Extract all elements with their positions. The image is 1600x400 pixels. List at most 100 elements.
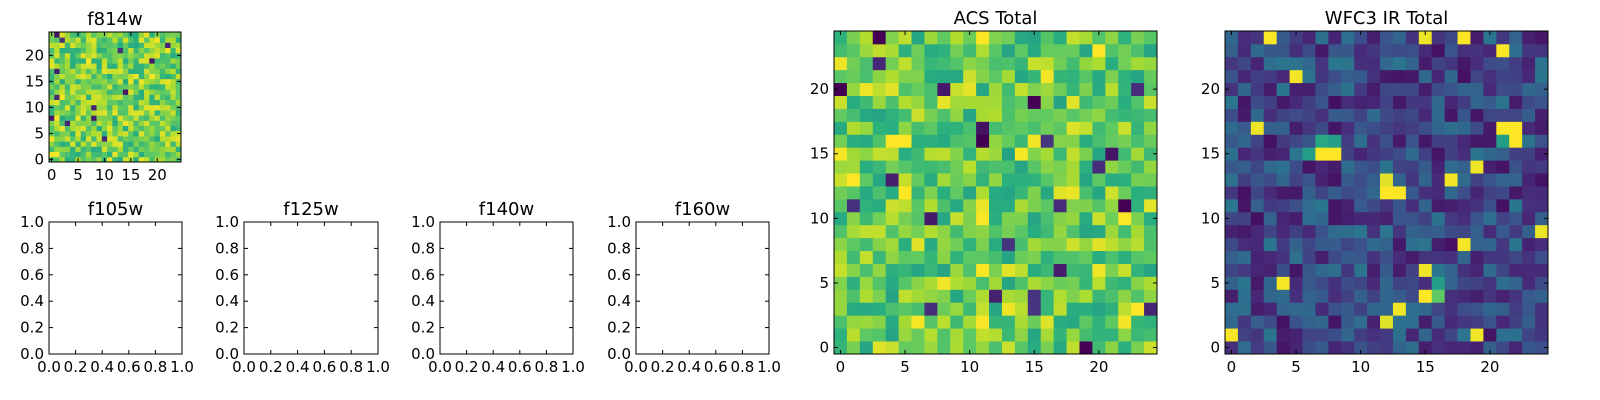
heatmap-cell (1302, 263, 1316, 277)
heatmap-cell (91, 125, 97, 132)
heatmap-cell (1302, 198, 1316, 213)
heatmap-cell (1470, 95, 1484, 109)
heatmap-cell (117, 73, 124, 80)
heatmap-cell (1040, 95, 1055, 109)
heatmap-cell (1250, 160, 1265, 174)
heatmap-cell (144, 42, 150, 48)
heatmap-cell (1418, 173, 1433, 187)
heatmap-cell (101, 47, 108, 54)
heatmap-cell (937, 276, 951, 290)
heatmap-cell (91, 151, 97, 158)
heatmap-cell (1225, 237, 1239, 252)
heatmap-cell (117, 68, 124, 74)
heatmap-cell (101, 94, 108, 100)
heatmap-cell (1118, 250, 1132, 264)
heatmap-cell (1470, 134, 1484, 148)
heatmap-cell (976, 134, 990, 148)
heatmap-cell (1079, 108, 1093, 122)
heatmap-cell (1092, 315, 1106, 329)
heatmap-cell (1405, 108, 1420, 122)
heatmap-cell (64, 68, 71, 74)
heatmap-cell (1509, 211, 1523, 226)
heatmap-cell (976, 147, 990, 161)
axes-frame (48, 221, 183, 355)
heatmap-cell (1392, 237, 1407, 252)
heatmap-cell (1405, 56, 1420, 71)
heatmap-cell (1392, 302, 1407, 316)
heatmap-cell (1131, 289, 1145, 303)
heatmap-cell (1040, 82, 1055, 96)
heatmap-cell (950, 69, 964, 84)
heatmap-cell (138, 99, 145, 106)
heatmap-cell (1496, 186, 1510, 200)
heatmap-cell (96, 104, 103, 111)
x-tick-label: 5 (1291, 358, 1301, 376)
heatmap-cell (1431, 56, 1446, 71)
heatmap-cell (96, 58, 103, 64)
heatmap-cell (117, 42, 124, 48)
heatmap-cell (165, 125, 171, 132)
heatmap-cell (1431, 263, 1446, 277)
heatmap-cell (1302, 250, 1316, 264)
heatmap-cell (1250, 121, 1265, 135)
heatmap-cell (59, 125, 66, 132)
heatmap-cell (1131, 173, 1145, 187)
heatmap-cell (112, 52, 119, 59)
heatmap-cell (1027, 237, 1042, 252)
heatmap-cell (1470, 302, 1484, 316)
heatmap-cell (924, 328, 938, 342)
heatmap-cell (1392, 69, 1407, 84)
heatmap-cell (159, 151, 166, 158)
heatmap-cell (128, 94, 134, 100)
heatmap-cell (1289, 108, 1303, 122)
heatmap-cell (1341, 328, 1355, 342)
heatmap-cell (1405, 315, 1420, 329)
heatmap-cell (154, 58, 161, 64)
heatmap-cell (85, 156, 92, 163)
heatmap-cell (1457, 95, 1471, 109)
heatmap-cell (1289, 56, 1303, 71)
heatmap-cell (49, 73, 55, 80)
panel-title: f140w (479, 199, 534, 220)
heatmap-cell (85, 68, 92, 74)
heatmap-cell (70, 120, 76, 126)
heatmap-cell (138, 136, 145, 142)
heatmap-cell (159, 84, 166, 90)
heatmap-cell (1131, 237, 1145, 252)
heatmap-cell (859, 211, 874, 226)
heatmap-cell (976, 341, 990, 355)
y-tick-label: 0.2 (215, 319, 239, 337)
heatmap-cell (1118, 134, 1132, 148)
heatmap-cell (1496, 328, 1510, 342)
heatmap-cell (1131, 224, 1145, 239)
heatmap-cell (175, 136, 182, 142)
heatmap-cell (1105, 263, 1119, 277)
heatmap-cell (1289, 147, 1303, 161)
heatmap-cell (1522, 186, 1536, 200)
heatmap-cell (1053, 31, 1067, 45)
heatmap-cell (885, 134, 899, 148)
heatmap-cell (1431, 43, 1446, 58)
heatmap-cell (107, 89, 113, 95)
heatmap-cell (1354, 341, 1368, 355)
heatmap-cell (80, 120, 87, 126)
heatmap-cell (101, 125, 108, 132)
heatmap-cell (170, 58, 177, 64)
heatmap-cell (911, 289, 925, 303)
heatmap-cell (165, 151, 171, 158)
heatmap-cell (1315, 263, 1329, 277)
heatmap-cell (59, 136, 66, 142)
heatmap-cell (1444, 56, 1458, 71)
heatmap-cell (1354, 160, 1368, 174)
heatmap-cell (1483, 43, 1497, 58)
heatmap-cell (101, 146, 108, 152)
heatmap-cell (170, 104, 177, 111)
heatmap-cell (1066, 289, 1080, 303)
heatmap-cell (950, 237, 964, 252)
heatmap-cell (924, 237, 938, 252)
heatmap-cell (1289, 160, 1303, 174)
heatmap-cell (85, 99, 92, 106)
heatmap-cell (1483, 82, 1497, 96)
heatmap-cell (1483, 69, 1497, 84)
heatmap-cell (1431, 134, 1446, 148)
